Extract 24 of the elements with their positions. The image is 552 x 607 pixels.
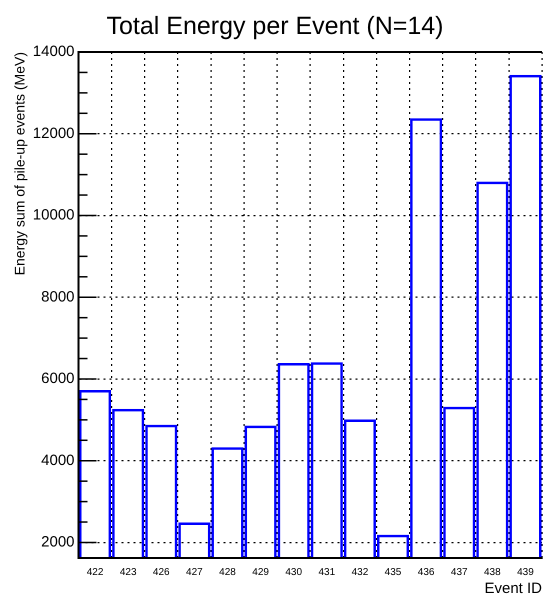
y-tick-label: 12000	[32, 124, 75, 142]
x-axis-title: Event ID	[484, 580, 542, 598]
x-tick-label: 432	[352, 566, 369, 578]
x-tick-label: 423	[120, 566, 137, 578]
x-tick-label: 427	[186, 566, 204, 578]
chart-title: Total Energy per Event (N=14)	[106, 12, 444, 40]
x-tick-label: 436	[418, 566, 435, 578]
y-tick-label: 8000	[41, 288, 75, 306]
x-tick-label: 428	[219, 566, 236, 578]
x-tick-label: 426	[152, 566, 170, 578]
y-tick-label: 6000	[41, 370, 75, 388]
y-axis-title: Energy sum of pile-up events (MeV)	[11, 52, 28, 276]
y-tick-label: 14000	[32, 43, 75, 60]
x-tick-label: 438	[484, 566, 502, 578]
x-tick-label: 439	[517, 566, 534, 578]
x-tick-label: 431	[318, 566, 336, 578]
y-tick-label: 2000	[41, 534, 75, 551]
x-tick-label: 435	[384, 566, 402, 578]
x-tick-label: 437	[450, 566, 468, 578]
x-tick-label: 422	[86, 566, 104, 578]
x-tick-label: 430	[285, 566, 302, 578]
x-tick-label: 429	[252, 566, 270, 578]
y-tick-label: 10000	[32, 206, 75, 224]
y-tick-label: 4000	[41, 452, 75, 469]
